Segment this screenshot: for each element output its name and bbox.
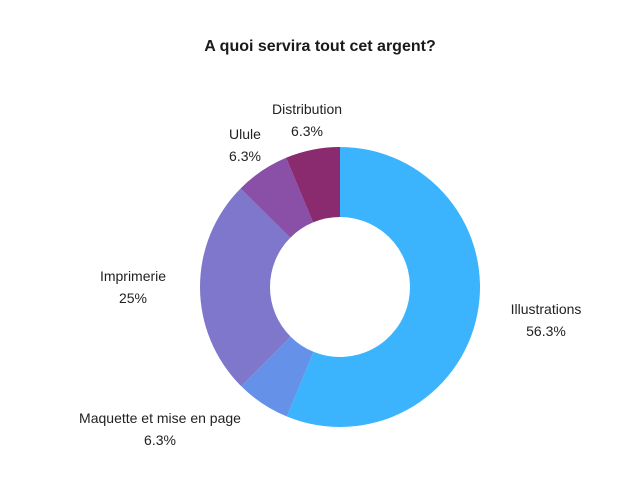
donut-slice-maquette-et-mise-en-page [241, 336, 314, 417]
slice-name: Imprimerie [99, 268, 167, 284]
slice-label-ulule: Ulule 6.3% [205, 123, 285, 167]
donut-slice-illustrations [286, 147, 480, 427]
slice-label-distribution: Distribution 6.3% [255, 98, 359, 142]
slice-label-illustrations: Illustrations 56.3% [486, 298, 606, 342]
slice-name: Maquette et mise en page [79, 410, 241, 426]
slice-value: 6.3% [291, 123, 323, 139]
donut-slice-imprimerie [200, 188, 291, 387]
slice-value: 6.3% [229, 148, 261, 164]
slice-name: Illustrations [510, 301, 582, 317]
slice-label-imprimerie: Imprimerie 25% [83, 265, 183, 309]
chart-title: A quoi servira tout cet argent? [204, 38, 436, 55]
donut-slice-distribution [286, 147, 340, 223]
donut-slice-ulule [240, 157, 314, 238]
slice-label-maquette: Maquette et mise en page 6.3% [60, 407, 260, 451]
slice-name: Ulule [229, 126, 261, 142]
slice-value: 25% [118, 290, 148, 306]
slice-value: 56.3% [526, 323, 566, 339]
slice-value: 6.3% [144, 432, 176, 448]
slice-name: Distribution [271, 101, 343, 117]
